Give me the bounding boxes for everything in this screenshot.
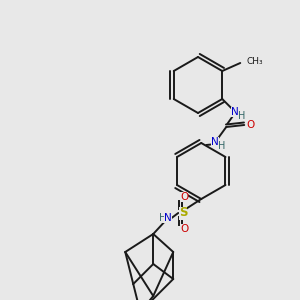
Text: N: N: [212, 137, 219, 147]
Text: H: H: [218, 141, 225, 151]
Text: H: H: [238, 111, 245, 121]
Text: O: O: [180, 224, 188, 234]
Text: H: H: [159, 213, 166, 223]
Text: O: O: [180, 192, 188, 202]
Text: N: N: [231, 107, 239, 117]
Text: S: S: [179, 206, 188, 220]
Text: O: O: [246, 120, 254, 130]
Text: CH₃: CH₃: [246, 56, 263, 65]
Text: N: N: [164, 213, 172, 223]
